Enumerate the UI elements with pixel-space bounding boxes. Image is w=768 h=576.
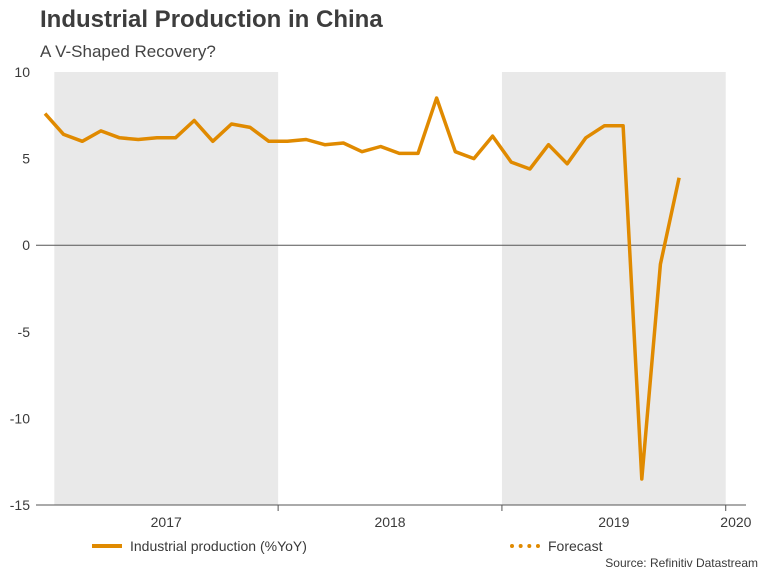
- y-tick-label: 0: [22, 237, 30, 253]
- chart-title: Industrial Production in China: [40, 6, 383, 33]
- y-tick-label: -10: [10, 410, 30, 426]
- shaded-band-2019: [501, 72, 726, 505]
- legend-forecast: Forecast: [510, 538, 602, 554]
- legend-forecast-label: Forecast: [548, 538, 603, 554]
- y-tick-label: 5: [22, 151, 30, 167]
- legend-actual: Industrial production (%YoY): [92, 538, 307, 554]
- chart-subtitle: A V-Shaped Recovery?: [40, 42, 216, 61]
- x-year-label-2020: 2020: [720, 514, 751, 530]
- legend-actual-label: Industrial production (%YoY): [130, 538, 307, 554]
- legend-solid-swatch: [92, 544, 122, 548]
- shaded-band-2017: [54, 72, 279, 505]
- x-year-label-2018: 2018: [374, 514, 405, 530]
- legend-dotted-swatch: [510, 544, 540, 548]
- y-tick-label: 10: [14, 64, 30, 80]
- y-tick-label: -15: [10, 497, 30, 513]
- y-tick-label: -5: [18, 324, 31, 340]
- source-note: Source: Refinitiv Datastream: [605, 556, 758, 570]
- x-year-label-2019: 2019: [598, 514, 629, 530]
- x-year-label-2017: 2017: [151, 514, 182, 530]
